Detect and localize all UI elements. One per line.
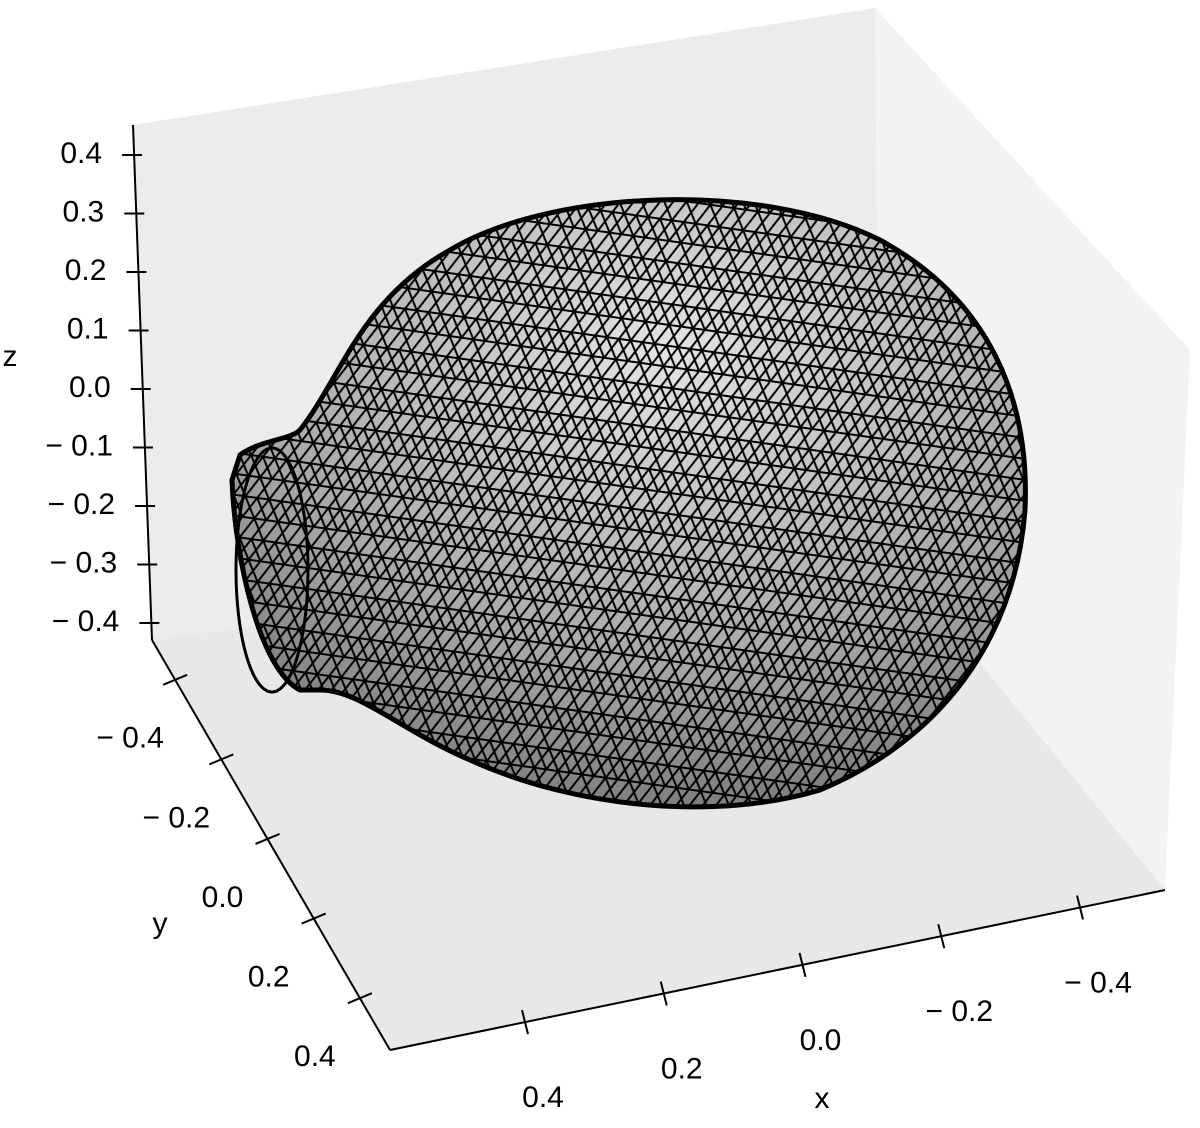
z-tick-label: − 0.1: [45, 429, 113, 462]
z-tick-label: 0.4: [60, 137, 102, 170]
x-axis-label: x: [815, 1082, 830, 1115]
z-tick-label: 0.0: [69, 371, 111, 404]
y-tick-label: 0.2: [248, 960, 290, 993]
x-tick-label: − 0.2: [925, 995, 993, 1028]
x-tick-label: − 0.4: [1064, 966, 1132, 999]
x-tick: [937, 923, 946, 949]
x-tick-label: 0.4: [522, 1081, 564, 1114]
x-tick-label: 0.0: [800, 1024, 842, 1057]
z-tick-label: − 0.2: [47, 488, 115, 521]
side-pane: [875, 8, 1190, 890]
z-axis: [132, 124, 153, 641]
y-axis: [151, 639, 391, 1051]
y-axis-label: y: [153, 907, 168, 940]
x-tick-label: 0.2: [661, 1052, 703, 1085]
y-tick: [301, 912, 327, 925]
z-tick-label: 0.1: [67, 312, 109, 345]
y-tick: [208, 753, 234, 766]
z-tick-label: 0.3: [63, 195, 105, 228]
y-tick: [255, 833, 280, 845]
x-tick: [659, 981, 668, 1006]
z-axis-label: z: [3, 340, 18, 373]
y-tick: [162, 673, 188, 686]
x-axis: [389, 889, 1166, 1051]
z-tick-label: − 0.4: [52, 605, 120, 638]
z-tick-label: − 0.3: [50, 546, 118, 579]
x-tick: [1076, 895, 1084, 920]
y-tick: [347, 992, 373, 1005]
y-tick-label: 0.4: [294, 1040, 336, 1073]
x-tick: [798, 952, 807, 978]
y-tick-label: − 0.2: [143, 801, 211, 834]
x-tick: [521, 1009, 529, 1035]
y-tick-label: − 0.4: [96, 722, 164, 755]
z-tick-label: 0.2: [65, 254, 107, 287]
y-tick-label: 0.0: [202, 881, 244, 914]
